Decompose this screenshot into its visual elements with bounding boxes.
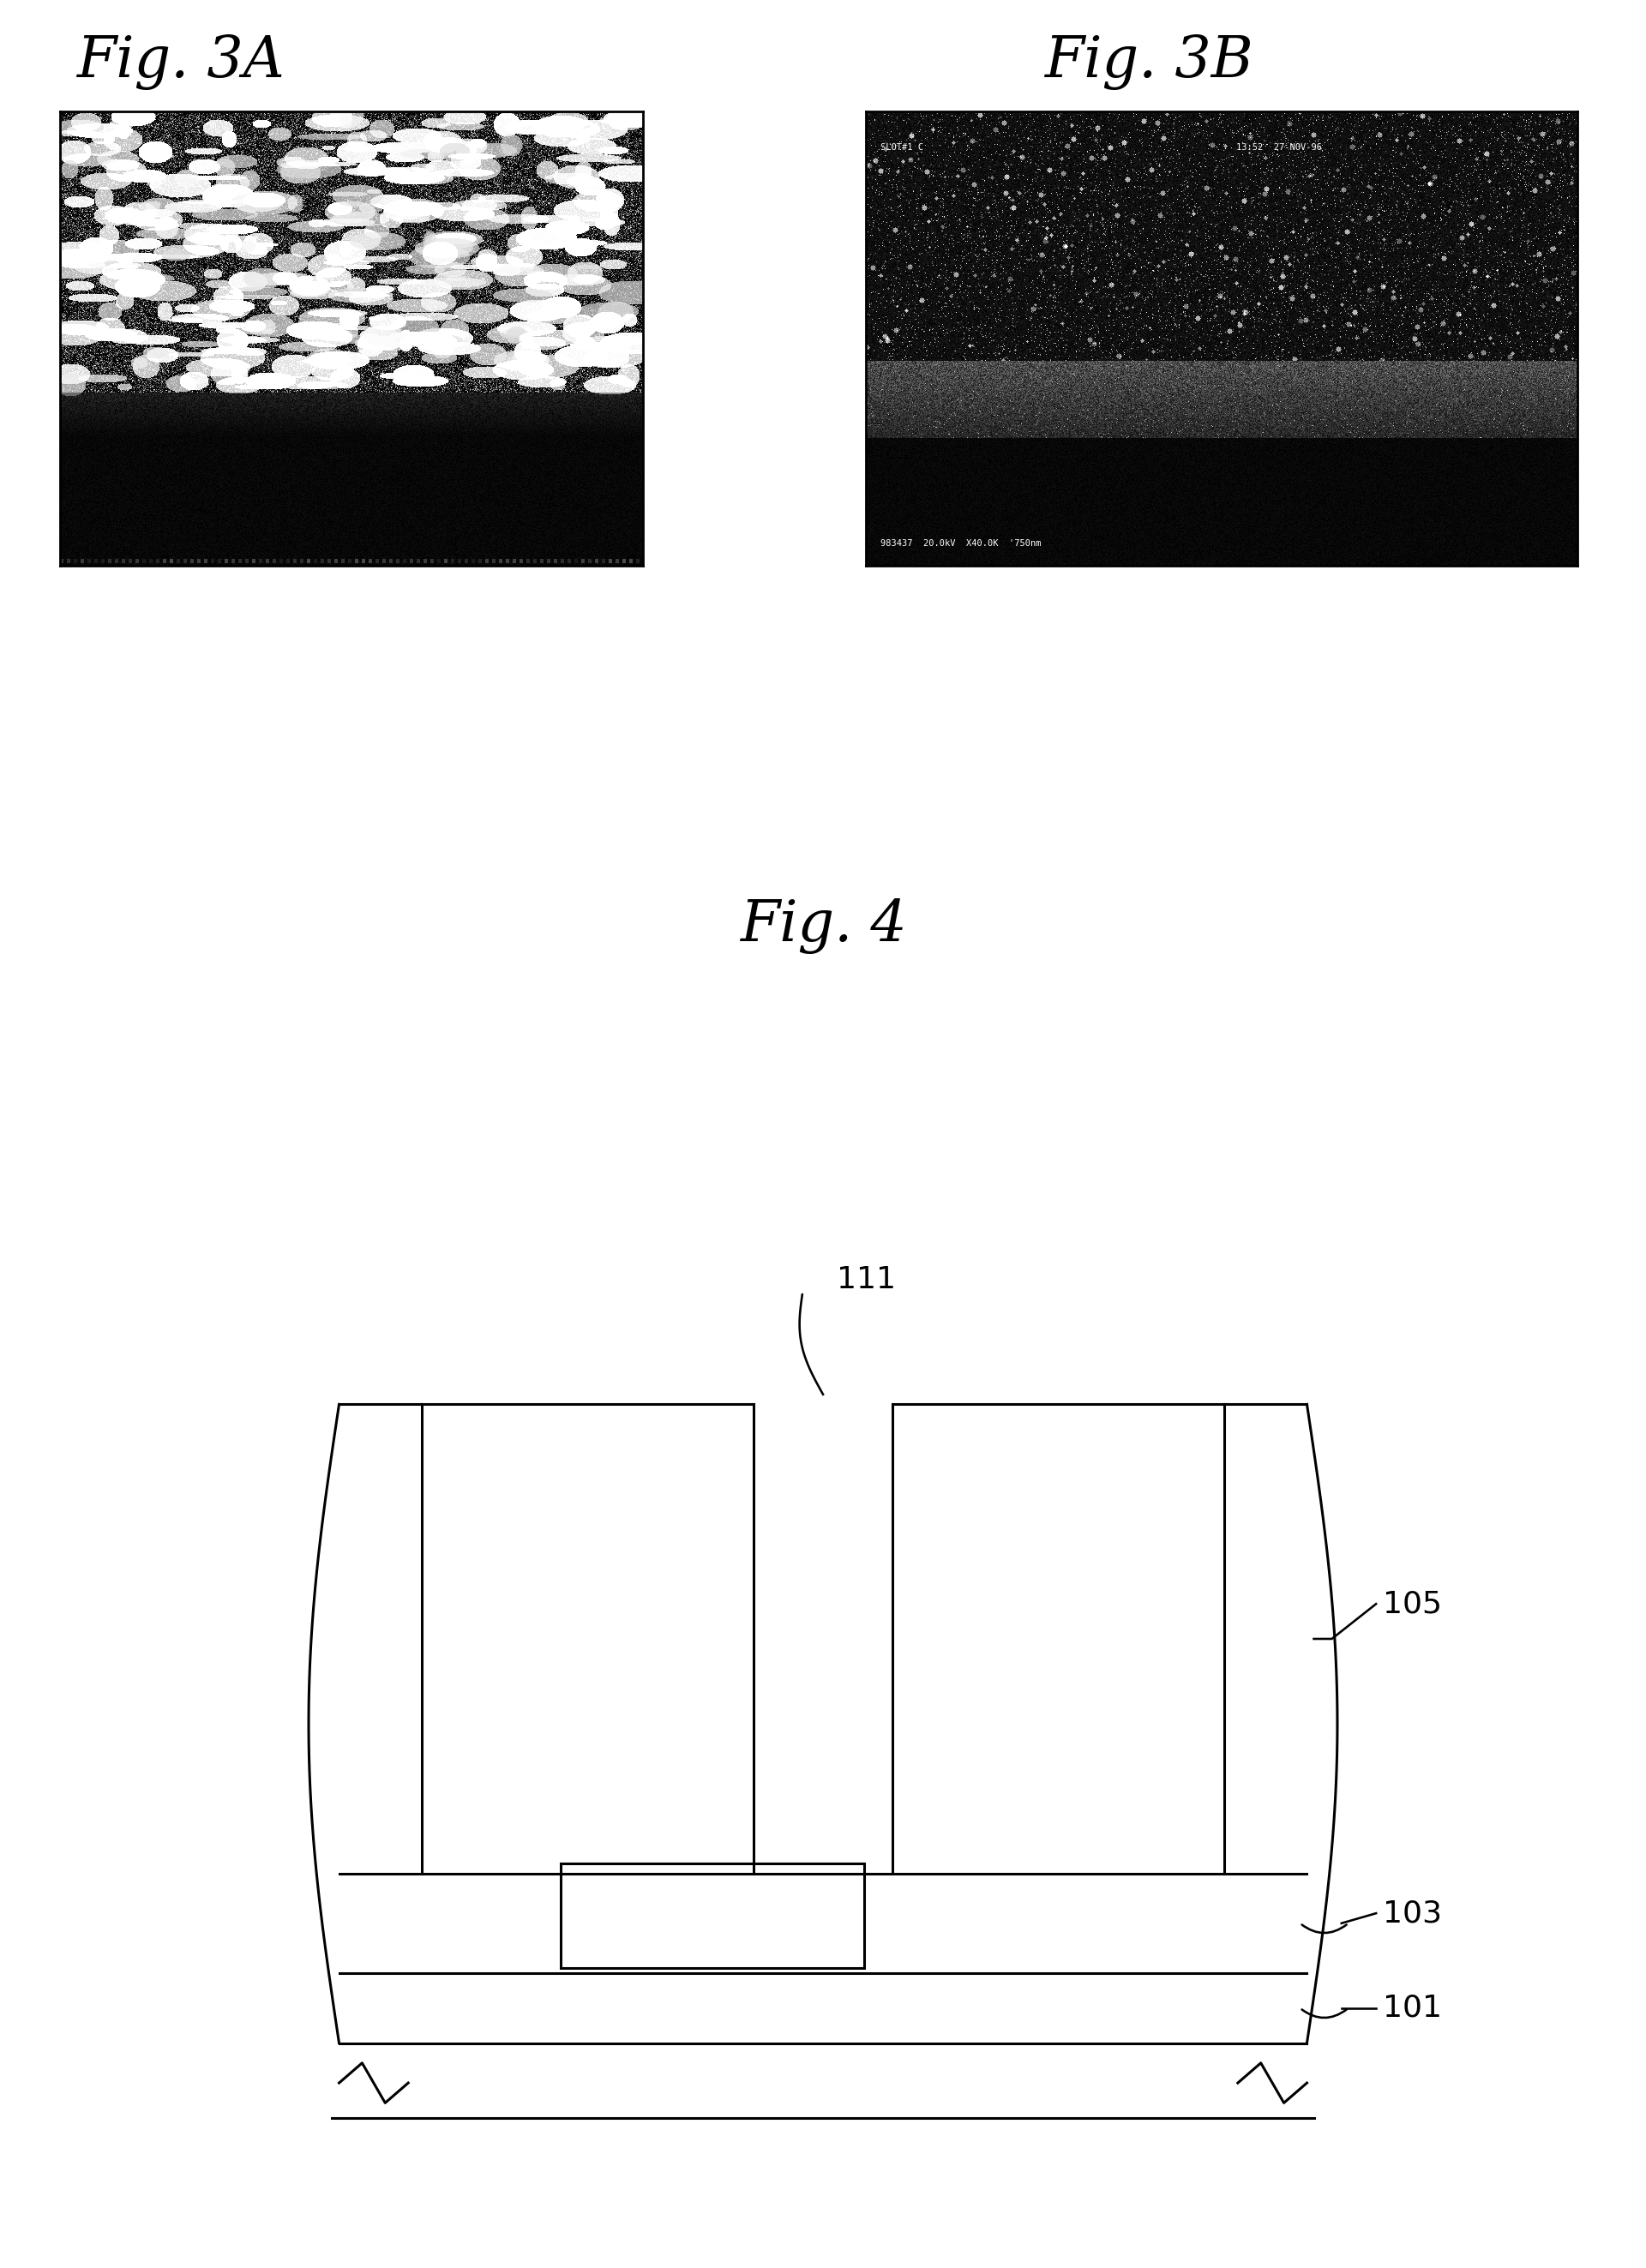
Text: Fig. 3A: Fig. 3A — [76, 34, 285, 91]
Text: 111: 111 — [836, 1266, 895, 1295]
Text: 103: 103 — [1383, 1898, 1442, 1928]
Text: SLOT#1 C: SLOT#1 C — [881, 143, 923, 152]
Text: Fig. 3B: Fig. 3B — [1044, 34, 1253, 91]
Text: 101: 101 — [1383, 1994, 1442, 2023]
Text: 13:52  27-NOV-96: 13:52 27-NOV-96 — [1236, 143, 1322, 152]
Text: Fig. 4: Fig. 4 — [739, 898, 907, 953]
Text: 105: 105 — [1383, 1590, 1442, 1619]
Text: 983437  20.0kV  X40.0K  '750nm: 983437 20.0kV X40.0K '750nm — [881, 540, 1040, 547]
Bar — [560, 1864, 864, 1969]
